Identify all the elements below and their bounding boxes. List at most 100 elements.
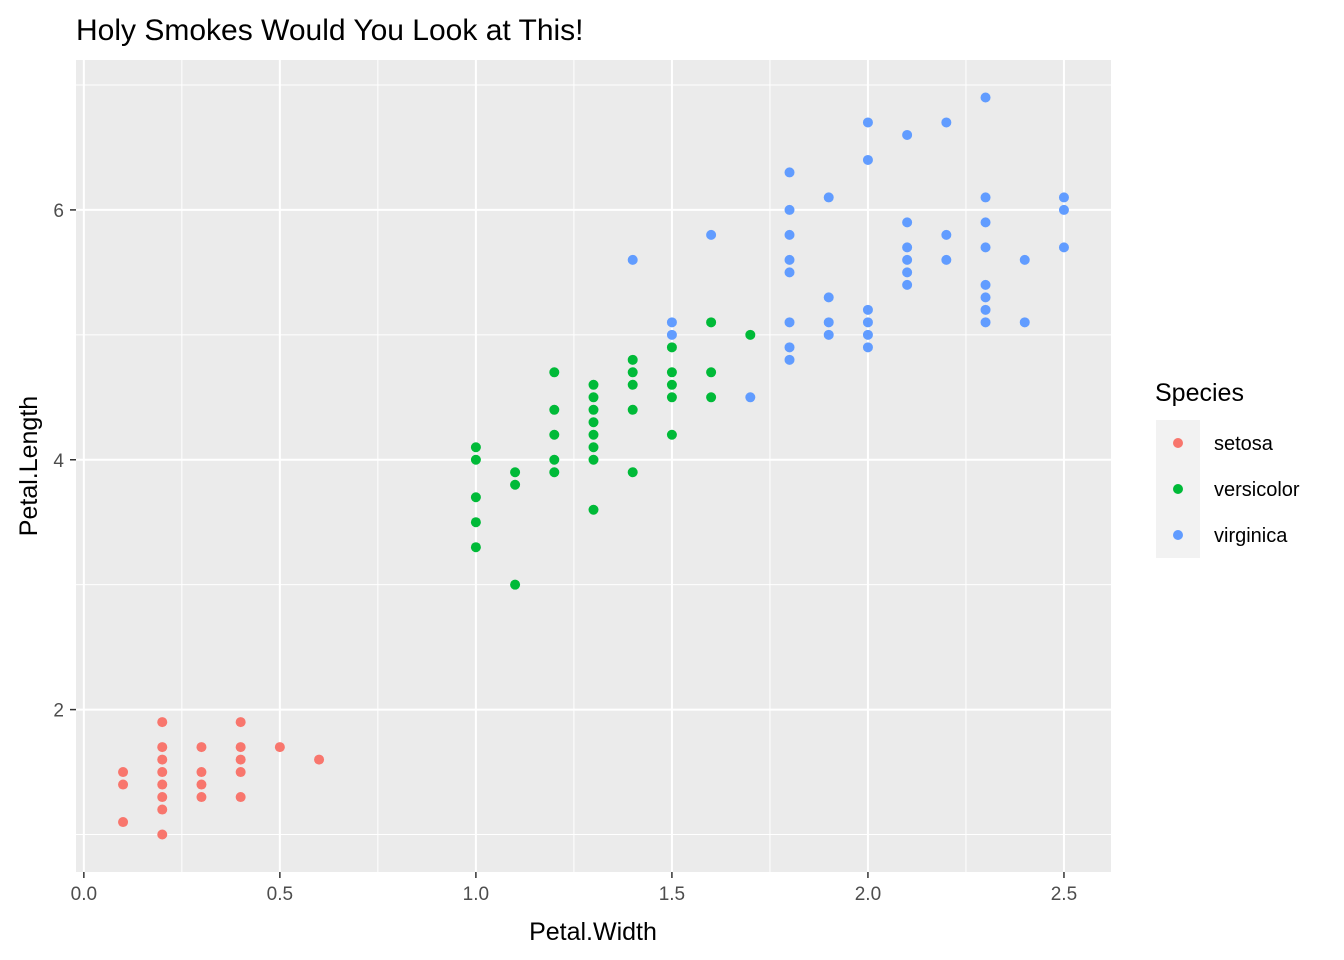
data-point-versicolor — [549, 367, 560, 378]
data-point-virginica — [902, 242, 913, 253]
data-point-versicolor — [666, 429, 677, 440]
data-point-setosa — [157, 792, 168, 803]
data-point-versicolor — [666, 342, 677, 353]
data-point-versicolor — [588, 404, 599, 415]
data-point-virginica — [862, 154, 873, 165]
data-point-versicolor — [706, 367, 717, 378]
x-axis-title: Petal.Width — [529, 918, 657, 946]
legend-title: Species — [1155, 379, 1244, 407]
data-point-virginica — [1058, 204, 1069, 215]
data-point-virginica — [627, 254, 638, 265]
data-point-setosa — [235, 742, 246, 753]
data-point-virginica — [980, 92, 991, 103]
legend-label-setosa: setosa — [1214, 433, 1274, 455]
legend-swatch-setosa — [1173, 438, 1183, 448]
data-point-virginica — [784, 254, 795, 265]
data-point-virginica — [784, 317, 795, 328]
data-point-setosa — [157, 754, 168, 765]
data-point-virginica — [902, 217, 913, 228]
data-point-virginica — [980, 192, 991, 203]
data-point-setosa — [235, 792, 246, 803]
data-point-virginica — [706, 229, 717, 240]
data-point-versicolor — [470, 517, 481, 528]
data-point-versicolor — [627, 404, 638, 415]
y-tick-label: 2 — [53, 701, 64, 722]
minor-gridlines — [76, 60, 1111, 872]
data-point-virginica — [862, 304, 873, 315]
data-point-setosa — [196, 779, 207, 790]
data-point-setosa — [157, 717, 168, 728]
legend-swatch-virginica — [1173, 530, 1183, 540]
data-point-versicolor — [470, 442, 481, 453]
data-point-virginica — [784, 229, 795, 240]
data-point-virginica — [1058, 192, 1069, 203]
data-point-setosa — [235, 717, 246, 728]
data-point-virginica — [1019, 254, 1030, 265]
data-point-versicolor — [510, 479, 521, 490]
data-point-virginica — [980, 217, 991, 228]
data-point-setosa — [118, 817, 129, 828]
x-tick-label: 0.0 — [71, 884, 97, 905]
legend-label-virginica: virginica — [1214, 525, 1288, 547]
data-point-virginica — [902, 267, 913, 278]
data-point-setosa — [118, 779, 129, 790]
data-point-setosa — [157, 767, 168, 778]
plot-panel — [76, 60, 1111, 872]
data-point-virginica — [1019, 317, 1030, 328]
data-point-virginica — [666, 329, 677, 340]
data-point-virginica — [980, 242, 991, 253]
data-point-virginica — [980, 292, 991, 303]
x-tick-label: 2.0 — [855, 884, 881, 905]
data-point-setosa — [157, 742, 168, 753]
x-tick-label: 0.5 — [267, 884, 293, 905]
legend: Species setosa versicolor virginica — [1155, 379, 1300, 558]
data-point-versicolor — [588, 442, 599, 453]
data-point-versicolor — [745, 329, 756, 340]
data-point-virginica — [902, 279, 913, 290]
data-point-versicolor — [510, 579, 521, 590]
data-point-virginica — [666, 317, 677, 328]
data-point-virginica — [941, 254, 952, 265]
data-point-versicolor — [666, 379, 677, 390]
data-point-versicolor — [510, 467, 521, 478]
data-point-virginica — [862, 317, 873, 328]
data-point-virginica — [941, 117, 952, 128]
legend-label-versicolor: versicolor — [1214, 479, 1300, 501]
data-point-versicolor — [549, 454, 560, 465]
data-point-virginica — [902, 254, 913, 265]
data-point-setosa — [118, 767, 129, 778]
data-point-versicolor — [706, 317, 717, 328]
data-point-versicolor — [549, 429, 560, 440]
data-point-versicolor — [627, 367, 638, 378]
y-tick-label: 6 — [53, 201, 64, 222]
data-point-versicolor — [549, 404, 560, 415]
y-axis-title: Petal.Length — [15, 396, 43, 536]
data-point-setosa — [235, 767, 246, 778]
data-point-versicolor — [666, 367, 677, 378]
data-point-versicolor — [470, 454, 481, 465]
data-point-setosa — [314, 754, 325, 765]
data-point-virginica — [823, 317, 834, 328]
data-point-versicolor — [588, 454, 599, 465]
data-point-versicolor — [470, 542, 481, 553]
data-point-virginica — [784, 204, 795, 215]
data-point-virginica — [784, 167, 795, 178]
data-point-virginica — [980, 317, 991, 328]
data-point-setosa — [235, 754, 246, 765]
data-point-setosa — [274, 742, 285, 753]
data-point-versicolor — [706, 392, 717, 403]
data-point-virginica — [862, 117, 873, 128]
axis-ticks: 0.0 0.5 1.0 1.5 2.0 2.5 2 4 6 — [53, 201, 1077, 905]
data-point-virginica — [941, 229, 952, 240]
data-point-versicolor — [588, 417, 599, 428]
data-point-setosa — [157, 804, 168, 815]
data-point-virginica — [784, 342, 795, 353]
data-point-virginica — [823, 329, 834, 340]
data-point-versicolor — [588, 429, 599, 440]
data-point-versicolor — [588, 379, 599, 390]
data-point-versicolor — [627, 354, 638, 365]
data-point-versicolor — [470, 492, 481, 503]
data-point-versicolor — [588, 504, 599, 515]
data-point-virginica — [902, 129, 913, 140]
